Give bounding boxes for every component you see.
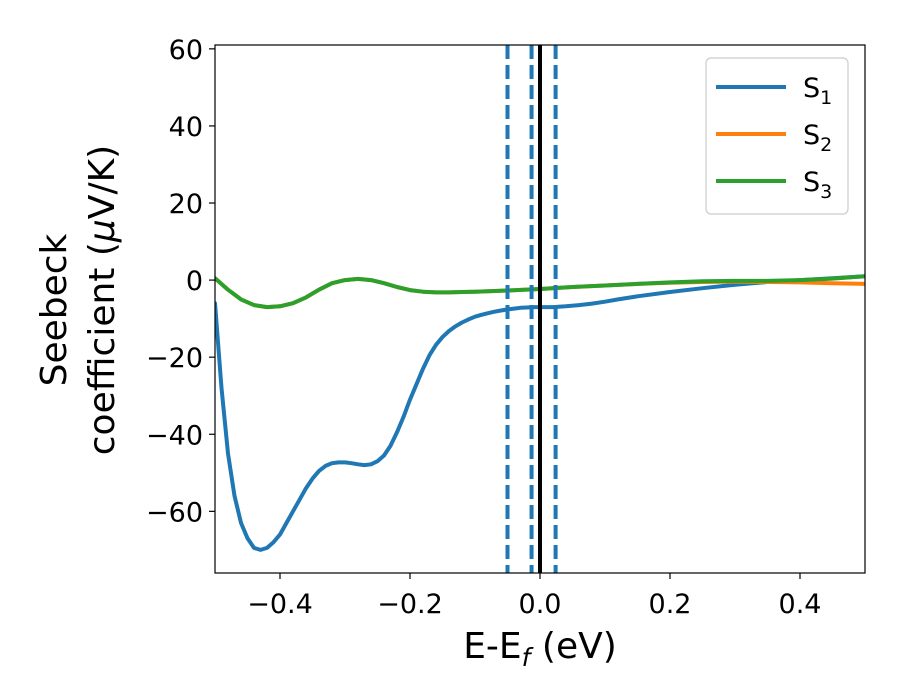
y-tick-label: 40: [169, 112, 203, 143]
y-axis-label-line1: Seebeck: [34, 233, 75, 386]
y-axis-label-unit: V/K): [82, 145, 123, 219]
axes: −0.4 −0.2 0.0 0.2 0.4 −60 −40 −20 0 20 40 60: [146, 35, 866, 620]
x-tick-label: 0.0: [519, 589, 562, 620]
x-tick-label: −0.4: [247, 589, 313, 620]
y-tick-label: 20: [169, 189, 203, 220]
y-axis-label-line2: coefficient (μV/K): [82, 145, 123, 455]
x-tick-label: 0.2: [649, 589, 692, 620]
series-line-s3: [215, 274, 865, 310]
y-tick-label: 60: [169, 35, 203, 66]
x-axis-label-unit: (eV): [530, 626, 616, 667]
y-axis-label-mu: μ: [82, 219, 123, 243]
y-tick-label: 0: [186, 266, 203, 297]
x-axis-label-main: E-E: [463, 626, 521, 667]
y-tick-label: −60: [146, 497, 203, 528]
x-tick-label: 0.4: [779, 589, 822, 620]
legend: S1 S2 S3: [705, 57, 849, 215]
y-axis-label-text: coefficient (: [82, 242, 123, 455]
plot-area: [215, 45, 865, 573]
series-line-s1: [215, 274, 865, 552]
x-tick-label: −0.2: [377, 589, 443, 620]
y-tick-label: −40: [146, 420, 203, 451]
legend-label-s1: S1: [803, 73, 832, 109]
x-axis-label: E-Ef (eV): [463, 626, 617, 672]
legend-label-s2: S2: [803, 120, 832, 156]
y-tick-label: −20: [146, 343, 203, 374]
legend-label-s3: S3: [803, 167, 832, 203]
